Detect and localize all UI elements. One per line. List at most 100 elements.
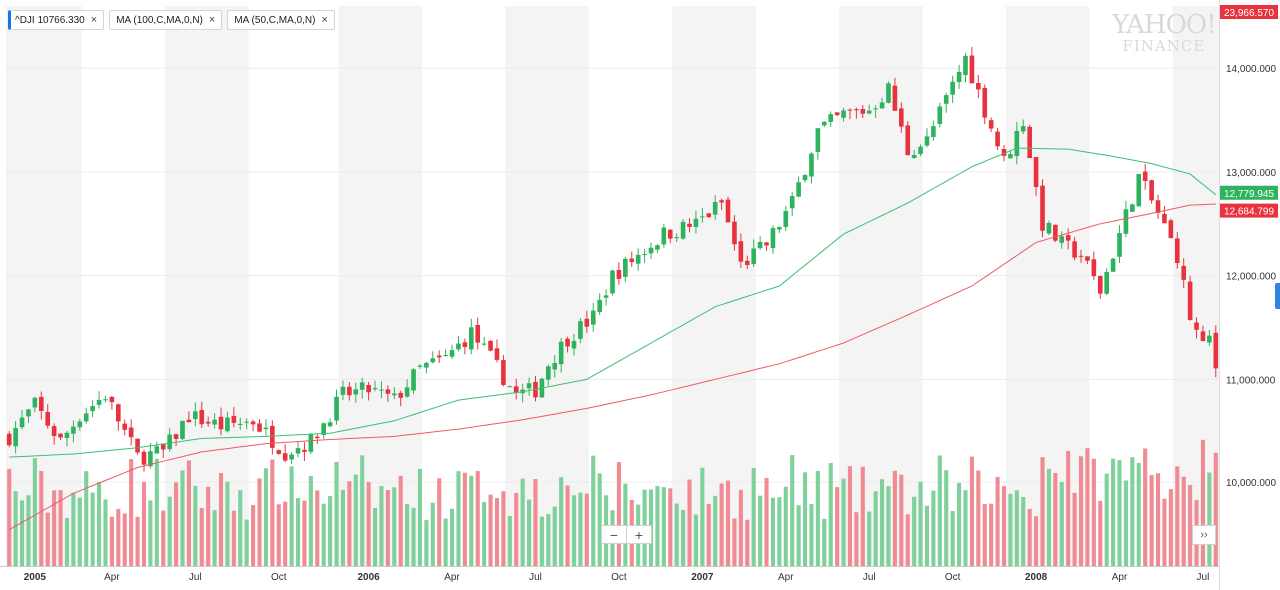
candle-body <box>1136 174 1142 207</box>
zoom-out-button[interactable]: − <box>601 525 627 544</box>
candle-body <box>558 341 564 365</box>
volume-bar <box>456 471 461 566</box>
close-icon[interactable]: × <box>208 14 216 26</box>
candle-body <box>597 299 602 312</box>
volume-bar <box>571 495 577 566</box>
volume-bar <box>174 482 179 566</box>
candle-body <box>732 221 737 245</box>
volume-bar <box>251 505 256 566</box>
candle-body <box>565 338 570 347</box>
candle-body <box>623 258 628 277</box>
candle-body <box>263 427 269 430</box>
candle-body <box>404 387 410 397</box>
volume-bar <box>302 500 307 566</box>
candle-body <box>757 241 763 249</box>
volume-bar <box>437 478 442 566</box>
volume-bar <box>1040 457 1045 566</box>
candle-body <box>751 248 757 265</box>
volume-bar <box>1104 473 1109 566</box>
volume-bar <box>873 491 878 566</box>
period-shade <box>338 6 422 566</box>
candle-body <box>1104 271 1109 294</box>
x-tick-label: 2006 <box>357 572 380 583</box>
volume-bar <box>263 468 268 566</box>
candle-body <box>218 416 224 430</box>
volume-bar <box>135 516 140 566</box>
candle-body <box>321 423 327 435</box>
volume-bar <box>1014 490 1019 566</box>
candle-body <box>1110 258 1116 272</box>
candle-body <box>789 196 795 209</box>
volume-bar <box>847 466 853 566</box>
price-high-label-bg <box>1220 5 1278 19</box>
candle-body <box>802 175 808 181</box>
candle-body <box>1130 204 1135 212</box>
volume-bar <box>347 481 352 566</box>
volume-bar <box>1072 492 1077 566</box>
volume-bar <box>533 479 538 566</box>
candle-body <box>674 237 679 239</box>
candle-body <box>436 355 442 358</box>
volume-bar <box>931 490 936 566</box>
volume-bar <box>995 476 1000 566</box>
volume-bar <box>64 517 70 566</box>
candle-body <box>783 211 789 227</box>
candle-body <box>950 81 955 95</box>
y-tick-label: 12,000.000 <box>1226 272 1276 283</box>
legend-chip-label: ^DJI 10766.330 <box>15 14 85 26</box>
candle-body <box>1194 322 1199 330</box>
close-icon[interactable]: × <box>321 14 328 26</box>
x-tick-label: Oct <box>945 572 961 583</box>
candle-body <box>1155 200 1161 213</box>
candle-body <box>237 423 243 425</box>
zoom-in-button[interactable]: + <box>627 525 652 544</box>
volume-bar <box>244 519 249 566</box>
volume-bar <box>559 477 564 566</box>
candle-body <box>244 421 249 423</box>
candle-body <box>327 422 333 427</box>
legend-chip-ma100[interactable]: MA (100,C,MA,0,N) × <box>109 10 223 30</box>
volume-bar <box>1188 484 1193 566</box>
candle-body <box>1117 233 1122 257</box>
candle-body <box>45 412 51 426</box>
volume-bar <box>655 486 660 566</box>
candle-body <box>398 392 404 398</box>
volume-bar <box>770 497 776 566</box>
candle-body <box>385 389 391 394</box>
volume-bar <box>52 490 57 566</box>
volume-bar <box>109 516 114 566</box>
volume-bar <box>713 495 718 566</box>
panel-handle[interactable] <box>1275 283 1280 309</box>
volume-bar <box>39 471 44 566</box>
volume-bar <box>7 468 12 566</box>
volume-bar <box>84 471 89 566</box>
volume-bar <box>783 486 788 566</box>
candle-body <box>488 340 493 351</box>
legend-chip-dji[interactable]: ^DJI 10766.330 × <box>8 10 105 30</box>
candle-body <box>905 125 911 156</box>
candle-body <box>103 399 108 401</box>
volume-bar <box>758 495 763 566</box>
candle-body <box>456 343 461 350</box>
close-icon[interactable]: × <box>90 14 98 26</box>
volume-bar <box>488 494 493 566</box>
scroll-forward-button[interactable]: ›› <box>1192 525 1216 545</box>
legend-chip-ma50[interactable]: MA (50,C,MA,0,N) × <box>227 10 335 30</box>
volume-bar <box>514 492 519 566</box>
volume-bar <box>398 475 403 566</box>
volume-bar <box>32 458 37 566</box>
volume-bar <box>475 471 480 566</box>
candle-body <box>1040 185 1045 231</box>
volume-bar <box>751 468 756 566</box>
x-tick-label: Jul <box>1197 572 1210 583</box>
candle-body <box>777 226 782 230</box>
candle-body <box>584 318 590 327</box>
candle-body <box>507 386 513 388</box>
candle-body <box>603 295 609 298</box>
candle-body <box>314 436 320 439</box>
volume-bar <box>270 459 275 566</box>
x-tick-label: Apr <box>778 572 794 583</box>
candle-body <box>83 413 89 422</box>
